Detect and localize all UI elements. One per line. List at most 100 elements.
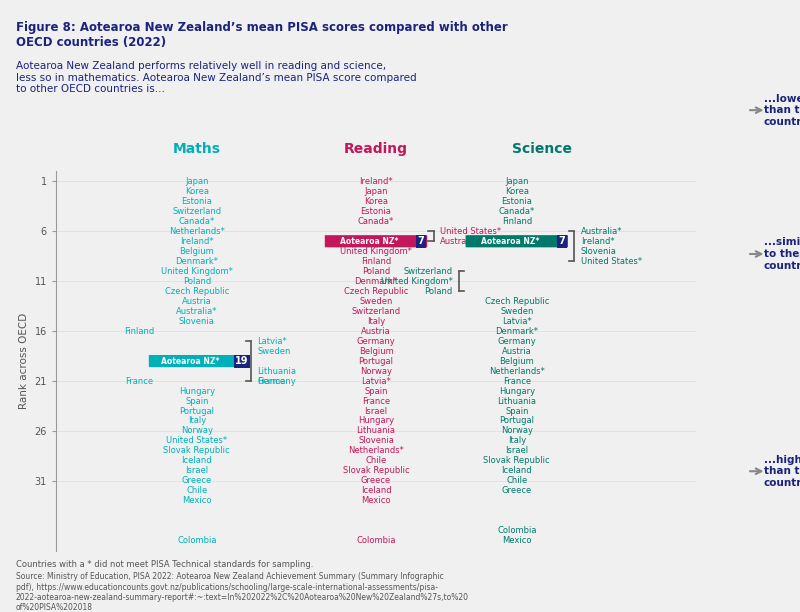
- Text: Belgium: Belgium: [499, 357, 534, 365]
- Text: France: France: [258, 376, 286, 386]
- Text: Israel: Israel: [506, 446, 528, 455]
- Text: Mexico: Mexico: [362, 496, 390, 506]
- Text: Iceland: Iceland: [502, 466, 532, 476]
- Text: Colombia: Colombia: [356, 536, 396, 545]
- Text: Canada*: Canada*: [358, 217, 394, 226]
- Text: United Kingdom*: United Kingdom*: [381, 277, 453, 286]
- Text: Poland: Poland: [362, 267, 390, 276]
- Text: Slovenia: Slovenia: [358, 436, 394, 446]
- Text: 19: 19: [235, 356, 249, 366]
- Text: Aotearoa NZ*: Aotearoa NZ*: [162, 357, 219, 365]
- Text: Greece: Greece: [502, 487, 532, 495]
- Text: Switzerland: Switzerland: [351, 307, 401, 316]
- Text: Finland: Finland: [124, 327, 154, 335]
- Text: Science: Science: [513, 143, 573, 157]
- Text: Canada*: Canada*: [498, 207, 535, 216]
- Text: Slovak Republic: Slovak Republic: [163, 446, 230, 455]
- Text: Slovenia: Slovenia: [179, 316, 214, 326]
- Text: Slovak Republic: Slovak Republic: [483, 457, 550, 466]
- Text: Italy: Italy: [508, 436, 526, 446]
- Text: Chile: Chile: [506, 476, 527, 485]
- Text: Netherlands*: Netherlands*: [348, 446, 404, 455]
- Text: Netherlands*: Netherlands*: [169, 227, 225, 236]
- Text: Greece: Greece: [361, 476, 391, 485]
- Text: Lithuania: Lithuania: [258, 367, 297, 376]
- Text: Greece: Greece: [182, 476, 212, 485]
- Text: Aotearoa NZ*: Aotearoa NZ*: [341, 237, 398, 246]
- Text: Sweden: Sweden: [500, 307, 534, 316]
- Text: Korea: Korea: [505, 187, 529, 196]
- Text: Estonia: Estonia: [361, 207, 391, 216]
- Text: Australia*: Australia*: [581, 227, 622, 236]
- Text: Korea: Korea: [364, 197, 388, 206]
- Text: Norway: Norway: [181, 427, 213, 436]
- Text: Iceland: Iceland: [361, 487, 391, 495]
- Text: ...higher
than these
countries: ...higher than these countries: [764, 455, 800, 488]
- Text: Czech Republic: Czech Republic: [165, 286, 229, 296]
- Text: Chile: Chile: [366, 457, 386, 466]
- Text: Latvia*: Latvia*: [502, 316, 532, 326]
- Text: Estonia: Estonia: [502, 197, 532, 206]
- Text: Chile: Chile: [186, 487, 207, 495]
- Text: Slovenia: Slovenia: [581, 247, 617, 256]
- Text: Germany: Germany: [357, 337, 395, 346]
- Text: Denmark*: Denmark*: [495, 327, 538, 335]
- Text: Japan: Japan: [185, 177, 209, 186]
- Text: Mexico: Mexico: [502, 536, 531, 545]
- Text: Sweden: Sweden: [258, 346, 291, 356]
- Text: Hungary: Hungary: [358, 417, 394, 425]
- Text: Aotearoa New Zealand performs relatively well in reading and science,
less so in: Aotearoa New Zealand performs relatively…: [16, 61, 417, 94]
- Text: United States*: United States*: [581, 256, 642, 266]
- Text: Ireland*: Ireland*: [180, 237, 214, 246]
- Text: Figure 8: Aotearoa New Zealand’s mean PISA scores compared with other
OECD count: Figure 8: Aotearoa New Zealand’s mean PI…: [16, 21, 508, 50]
- Text: Italy: Italy: [367, 316, 385, 326]
- Text: Portugal: Portugal: [499, 417, 534, 425]
- Text: Belgium: Belgium: [358, 346, 394, 356]
- Text: Spain: Spain: [505, 406, 529, 416]
- Text: Switzerland: Switzerland: [404, 267, 453, 276]
- Text: Iceland: Iceland: [182, 457, 212, 466]
- Text: Norway: Norway: [360, 367, 392, 376]
- Text: Japan: Japan: [364, 187, 388, 196]
- Text: Spain: Spain: [185, 397, 209, 406]
- Text: Czech Republic: Czech Republic: [344, 286, 408, 296]
- Text: Reading: Reading: [344, 143, 408, 157]
- Text: Finland: Finland: [502, 217, 532, 226]
- Text: Latvia*: Latvia*: [361, 376, 391, 386]
- Text: Estonia: Estonia: [182, 197, 212, 206]
- Text: Slovak Republic: Slovak Republic: [342, 466, 410, 476]
- Text: France: France: [125, 376, 154, 386]
- Text: Belgium: Belgium: [179, 247, 214, 256]
- Text: Finland: Finland: [361, 256, 391, 266]
- Text: Germany: Germany: [258, 376, 296, 386]
- Text: Lithuania: Lithuania: [357, 427, 395, 436]
- Text: Canada*: Canada*: [178, 217, 215, 226]
- Text: Australia*: Australia*: [440, 237, 482, 246]
- Text: United States*: United States*: [166, 436, 227, 446]
- Text: Ireland*: Ireland*: [581, 237, 614, 246]
- Text: United Kingdom*: United Kingdom*: [340, 247, 412, 256]
- Text: Colombia: Colombia: [177, 536, 217, 545]
- Text: Portugal: Portugal: [358, 357, 394, 365]
- Text: Maths: Maths: [173, 143, 221, 157]
- Text: Poland: Poland: [425, 286, 453, 296]
- Text: Lithuania: Lithuania: [498, 397, 536, 406]
- FancyBboxPatch shape: [466, 235, 568, 247]
- Text: Australia*: Australia*: [176, 307, 218, 316]
- Y-axis label: Rank across OECD: Rank across OECD: [19, 313, 29, 409]
- Text: Switzerland: Switzerland: [172, 207, 222, 216]
- Text: France: France: [502, 376, 531, 386]
- Text: Source: Ministry of Education, PISA 2022: Aotearoa New Zealand Achievement Summa: Source: Ministry of Education, PISA 2022…: [16, 572, 469, 612]
- Text: Germany: Germany: [498, 337, 536, 346]
- Text: Austria: Austria: [182, 297, 212, 305]
- Text: Austria: Austria: [502, 346, 532, 356]
- Text: Denmark*: Denmark*: [354, 277, 398, 286]
- FancyBboxPatch shape: [325, 235, 427, 247]
- Text: Italy: Italy: [188, 417, 206, 425]
- Text: Hungary: Hungary: [498, 387, 535, 395]
- Text: 7: 7: [418, 236, 424, 246]
- Text: Israel: Israel: [186, 466, 208, 476]
- Text: Colombia: Colombia: [497, 526, 537, 536]
- Text: ...lower
than these
countries: ...lower than these countries: [764, 94, 800, 127]
- Text: Czech Republic: Czech Republic: [485, 297, 549, 305]
